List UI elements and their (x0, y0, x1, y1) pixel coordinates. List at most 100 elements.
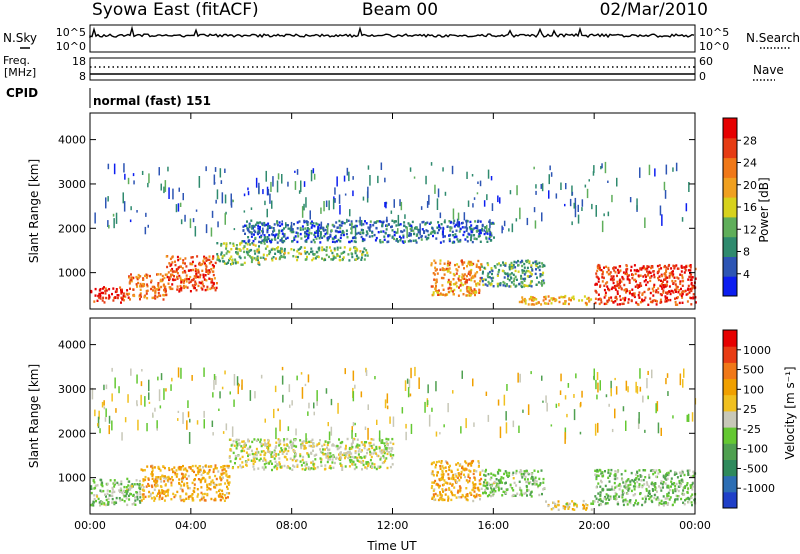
vel-cbar-tick-label-7: -1000 (743, 482, 775, 495)
heatmap-cell-0-5-147 (436, 272, 439, 275)
heatmap-cell-1-5-142 (599, 491, 602, 494)
heatmap-cell-0-6-61 (503, 282, 506, 285)
heatmap-cell-0-9-331 (322, 226, 325, 230)
heatmap-cell-0-2-63 (190, 279, 193, 282)
heatmap-cell-1-5-165 (627, 478, 630, 481)
heatmap-cell-1-5-241 (599, 485, 602, 488)
heatmap-cell-0-1-57 (131, 277, 134, 280)
heatmap-cell-0-9-295 (373, 221, 376, 224)
heatmap-cell-0-4-140 (324, 258, 327, 261)
heatmap-cell-0-9-279 (283, 234, 286, 238)
heatmap-cell-1-3-201 (437, 483, 440, 486)
heatmap-noise-1-188 (560, 373, 562, 382)
heatmap-cell-0-4-126 (321, 246, 324, 249)
heatmap-cell-1-5-57 (666, 503, 669, 506)
heatmap-cell-1-1-34 (151, 469, 154, 472)
heatmap-cell-0-8-198 (690, 296, 693, 300)
heatmap-cell-0-8-136 (671, 279, 674, 283)
heatmap-cell-1-3-218 (471, 488, 474, 492)
heatmap-cell-1-3-216 (464, 495, 467, 499)
heatmap-cell-1-0-55 (136, 495, 139, 499)
heatmap-cell-1-4-146 (486, 481, 489, 484)
heatmap-cell-0-7-26 (535, 298, 538, 301)
heatmap-cell-1-5-44 (601, 500, 604, 503)
heatmap-cell-0-4-82 (271, 259, 274, 262)
heatmap-cell-0-9-554 (438, 228, 440, 232)
heatmap-cell-1-2-539 (229, 448, 232, 451)
heatmap-cell-0-2-98 (185, 265, 188, 268)
heatmap-cell-1-2-397 (360, 460, 363, 464)
heatmap-cell-1-2-299 (323, 443, 326, 446)
heatmap-noise-0-208 (172, 188, 174, 200)
heatmap-cell-1-3-11 (468, 469, 471, 472)
heatmap-noise-0-1 (384, 202, 386, 208)
heatmap-cell-1-3-219 (464, 467, 467, 470)
heatmap-cell-0-7-28 (564, 294, 567, 298)
heatmap-cell-1-5-63 (682, 501, 685, 504)
heatmap-cell-1-1-347 (175, 469, 178, 472)
heatmap-cell-0-5-118 (467, 272, 470, 275)
heatmap-cell-0-2-112 (203, 278, 206, 281)
heatmap-noise-1-186 (672, 415, 674, 419)
heatmap-cell-1-2-281 (339, 445, 342, 449)
heatmap-cell-1-1-190 (140, 468, 143, 471)
heatmap-cell-0-4-107 (313, 253, 316, 256)
heatmap-cell-0-4-3 (333, 249, 336, 252)
heatmap-cell-1-2-112 (389, 454, 392, 458)
heatmap-noise-1-251 (111, 393, 113, 402)
heatmap-cell-0-2-75 (189, 275, 192, 279)
heatmap-cell-1-1-160 (142, 479, 145, 483)
heatmap-cell-0-8-19 (690, 289, 693, 293)
heatmap-cell-0-9-267 (481, 229, 483, 232)
heatmap-cell-0-7-9 (521, 296, 524, 299)
heatmap-cell-0-9-236 (409, 234, 412, 237)
velocity-colorbar-label: Velocity [m s⁻¹] (783, 366, 797, 459)
heatmap-cell-1-5-223 (681, 469, 684, 473)
heatmap-cell-0-9-39 (438, 225, 441, 229)
heatmap-cell-1-5-380 (689, 484, 692, 487)
heatmap-cell-1-5-204 (624, 469, 627, 473)
heatmap-cell-0-3-102 (257, 258, 259, 262)
heatmap-cell-1-3-137 (435, 482, 438, 486)
heatmap-cell-1-2-172 (383, 451, 386, 455)
heatmap-cell-1-2-409 (312, 467, 315, 471)
heatmap-cell-1-2-60 (236, 444, 239, 447)
heatmap-cell-0-9-582 (437, 221, 440, 224)
heatmap-cell-1-1-265 (202, 496, 205, 499)
heatmap-noise-1-110 (163, 388, 165, 400)
heatmap-cell-0-5-45 (432, 272, 435, 275)
heatmap-cell-0-2-102 (167, 271, 170, 274)
heatmap-cell-0-9-307 (412, 229, 415, 232)
heatmap-cell-0-8-284 (608, 288, 611, 292)
heatmap-cell-0-7-40 (568, 297, 571, 300)
heatmap-cell-0-6-19 (497, 270, 500, 274)
heatmap-cell-0-8-24 (606, 281, 609, 284)
heatmap-noise-0-82 (243, 193, 246, 197)
heatmap-cell-1-2-21 (354, 463, 357, 466)
heatmap-cell-1-2-39 (327, 456, 330, 459)
heatmap-cell-0-2-84 (165, 255, 168, 258)
heatmap-noise-1-177 (567, 383, 570, 388)
heatmap-cell-1-4-40 (490, 472, 493, 475)
heatmap-cell-1-1-98 (212, 481, 215, 485)
heatmap-cell-0-8-280 (620, 287, 623, 290)
vel-cbar-swatch-5 (723, 410, 737, 428)
heatmap-cell-1-4-20 (524, 471, 526, 475)
power-cbar-tick-label-3: 16 (743, 201, 757, 214)
heatmap-cell-1-2-267 (366, 451, 368, 455)
heatmap-cell-0-4-113 (337, 254, 340, 257)
beam-title: Beam 00 (362, 0, 438, 20)
heatmap-cell-1-3-144 (458, 474, 461, 477)
heatmap-cell-1-6-3 (568, 505, 571, 509)
heatmap-cell-0-8-411 (649, 297, 652, 300)
heatmap-cell-0-2-115 (171, 273, 174, 277)
power-cbar-swatch-6 (723, 157, 737, 178)
heatmap-cell-0-9-54 (442, 240, 445, 243)
heatmap-cell-1-2-559 (385, 447, 388, 451)
heatmap-noise-1-233 (360, 391, 363, 398)
heatmap-cell-1-5-170 (614, 477, 617, 481)
heatmap-cell-1-0-132 (96, 484, 99, 487)
heatmap-noise-1-103 (203, 410, 205, 418)
heatmap-cell-0-9-303 (251, 227, 254, 230)
heatmap-noise-0-183 (549, 165, 551, 171)
